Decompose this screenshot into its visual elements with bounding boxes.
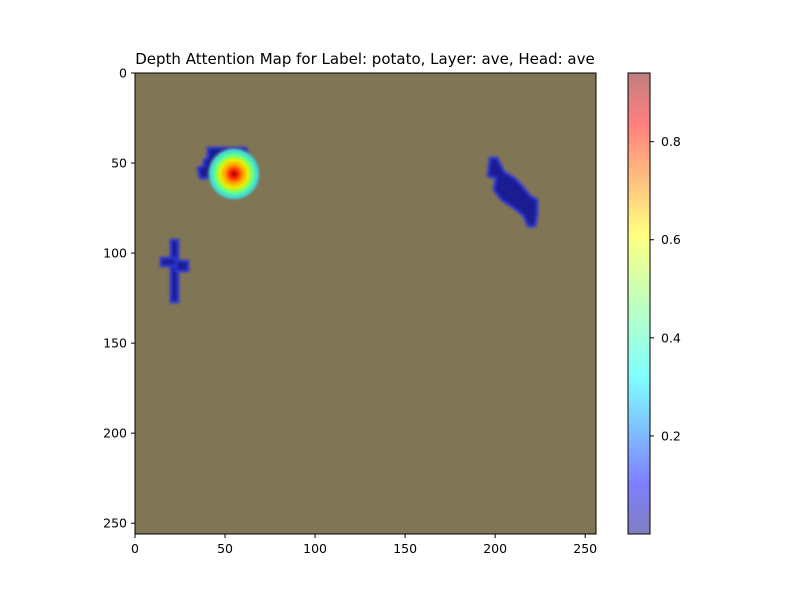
x-tick-label: 50 [217,541,233,556]
y-tick-label: 0 [119,66,127,81]
colorbar-tick-label: 0.2 [661,428,681,443]
chart-title: Depth Attention Map for Label: potato, L… [135,50,594,68]
y-tick-label: 100 [103,246,127,261]
y-tick-label: 250 [103,516,127,531]
colorbar-tick-label: 0.4 [661,330,681,345]
plot-frame [134,72,597,535]
x-tick-label: 150 [393,541,417,556]
colorbar-frame [627,72,651,535]
x-axis: 0 50 100 150 200 250 [131,534,597,556]
colorbar-tick-label: 0.8 [661,134,681,149]
diagonal-streak [486,156,539,228]
colorbar-tick-label: 0.6 [661,232,681,247]
y-axis: 0 50 100 150 200 250 [103,66,135,531]
y-tick-label: 200 [103,426,127,441]
heatmap-background [135,73,596,534]
colorbar-ticks: 0.2 0.4 0.6 0.8 [650,134,681,443]
cross-shaped-blob [159,238,190,304]
x-tick-label: 250 [573,541,597,556]
attention-hotspot [206,146,262,202]
colorbar: 0.2 0.4 0.6 0.8 [627,72,681,535]
y-tick-label: 150 [103,336,127,351]
x-tick-label: 100 [303,541,327,556]
heatmap-plot [135,73,596,534]
colorbar-gradient [628,73,650,534]
x-tick-label: 0 [131,541,139,556]
y-tick-label: 50 [111,156,127,171]
x-tick-label: 200 [483,541,507,556]
